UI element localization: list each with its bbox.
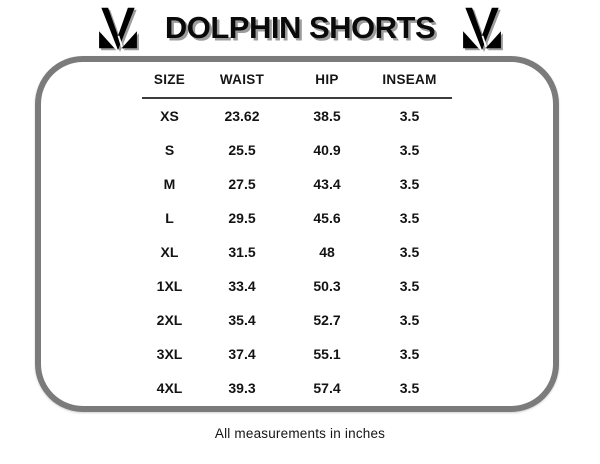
cell-inseam: 3.5 — [399, 346, 420, 362]
table-row: XL 31.5 48 3.5 — [142, 235, 452, 269]
cell-size: 1XL — [156, 278, 183, 294]
column-header-size: SIZE — [153, 71, 186, 87]
cell-waist: 37.4 — [228, 346, 256, 362]
cell-size: XL — [160, 244, 179, 260]
cell-inseam: 3.5 — [399, 210, 420, 226]
table-header-row: SIZE WAIST HIP INSEAM — [142, 64, 452, 94]
size-table: SIZE WAIST HIP INSEAM XS 23.62 38.5 3.5 … — [142, 64, 452, 405]
cell-inseam: 3.5 — [399, 108, 420, 124]
cell-inseam: 3.5 — [399, 176, 420, 192]
brand-m-logo-left-icon — [95, 6, 141, 51]
cell-hip: 45.6 — [313, 210, 341, 226]
cell-waist: 27.5 — [228, 176, 256, 192]
brand-m-logo-right-icon — [459, 6, 505, 51]
cell-waist: 29.5 — [228, 210, 256, 226]
table-row: 1XL 33.4 50.3 3.5 — [142, 269, 452, 303]
cell-hip: 52.7 — [313, 312, 341, 328]
cell-inseam: 3.5 — [399, 278, 420, 294]
cell-waist: 25.5 — [228, 142, 256, 158]
cell-hip: 48 — [319, 244, 335, 260]
cell-waist: 23.62 — [224, 108, 260, 124]
header: DOLPHIN SHORTS — [0, 0, 600, 56]
table-row: XS 23.62 38.5 3.5 — [142, 99, 452, 133]
cell-size: XS — [160, 108, 179, 124]
cell-inseam: 3.5 — [399, 380, 420, 396]
cell-waist: 31.5 — [228, 244, 256, 260]
table-row: 4XL 39.3 57.4 3.5 — [142, 371, 452, 405]
cell-waist: 35.4 — [228, 312, 256, 328]
table-row: 2XL 35.4 52.7 3.5 — [142, 303, 452, 337]
cell-size: S — [164, 142, 175, 158]
table-row: S 25.5 40.9 3.5 — [142, 133, 452, 167]
cell-size: 4XL — [156, 380, 183, 396]
cell-hip: 43.4 — [313, 176, 341, 192]
column-header-inseam: INSEAM — [382, 71, 437, 87]
cell-hip: 40.9 — [313, 142, 341, 158]
column-header-waist: WAIST — [219, 71, 265, 87]
cell-hip: 50.3 — [313, 278, 341, 294]
cell-inseam: 3.5 — [399, 142, 420, 158]
cell-waist: 39.3 — [228, 380, 256, 396]
column-header-hip: HIP — [315, 71, 339, 87]
page-title: DOLPHIN SHORTS — [164, 10, 436, 45]
table-row: M 27.5 43.4 3.5 — [142, 167, 452, 201]
header-divider — [142, 97, 452, 99]
size-chart-frame: SIZE WAIST HIP INSEAM XS 23.62 38.5 3.5 … — [35, 56, 559, 412]
cell-hip: 55.1 — [313, 346, 341, 362]
cell-inseam: 3.5 — [399, 312, 420, 328]
table-row: 3XL 37.4 55.1 3.5 — [142, 337, 452, 371]
cell-hip: 38.5 — [313, 108, 341, 124]
cell-waist: 33.4 — [228, 278, 256, 294]
cell-inseam: 3.5 — [399, 244, 420, 260]
cell-size: M — [163, 176, 176, 192]
cell-size: 3XL — [156, 346, 183, 362]
cell-hip: 57.4 — [313, 380, 341, 396]
footer-note: All measurements in inches — [214, 426, 386, 441]
table-row: L 29.5 45.6 3.5 — [142, 201, 452, 235]
cell-size: 2XL — [156, 312, 183, 328]
cell-size: L — [165, 210, 174, 226]
